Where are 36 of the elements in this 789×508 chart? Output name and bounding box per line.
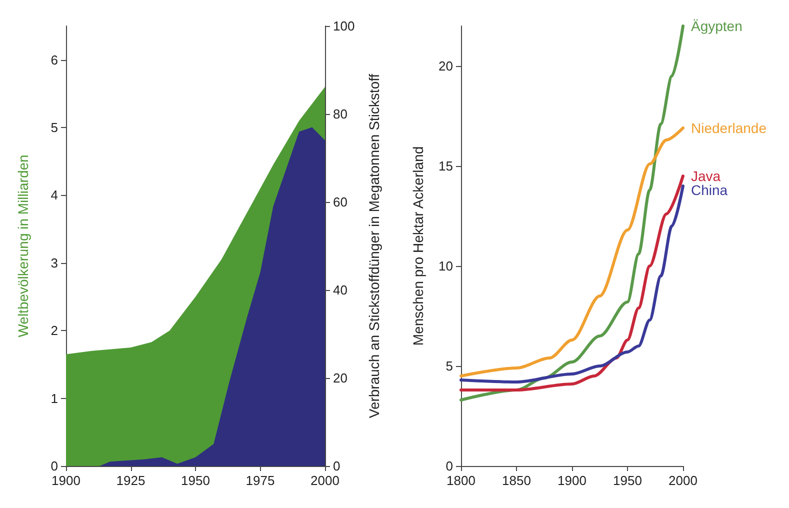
y2-tick-label: 0 bbox=[333, 458, 340, 474]
series-label: Niederlande bbox=[691, 120, 767, 136]
x-tick-label: 2000 bbox=[310, 473, 340, 488]
y-tick-label: 5 bbox=[446, 358, 453, 374]
y-tick-label: 6 bbox=[50, 52, 58, 68]
y-tick-label: 0 bbox=[50, 458, 58, 474]
x-tick-label: 1975 bbox=[246, 473, 275, 488]
y2-axis-title: Verbrauch an Stickstoffdünger in Megatonnen Stickstoff bbox=[366, 74, 382, 418]
y-tick-label: 3 bbox=[50, 255, 58, 270]
y-tick-label: 2 bbox=[50, 323, 58, 338]
y2-tick-label: 80 bbox=[333, 106, 348, 122]
x-tick-label: 1925 bbox=[116, 473, 146, 488]
series-label: China bbox=[691, 182, 728, 198]
y2-tick-label: 20 bbox=[333, 370, 348, 386]
line-series bbox=[460, 126, 684, 378]
x-tick-label: 1950 bbox=[181, 473, 210, 488]
x-tick-label: 1900 bbox=[558, 473, 586, 488]
x-tick-label: 1900 bbox=[52, 473, 80, 488]
y-tick-label: 10 bbox=[438, 258, 453, 274]
x-tick-label: 1850 bbox=[502, 473, 531, 488]
y-tick-label: 20 bbox=[438, 58, 453, 74]
y-axis-title: Weltbevölkerung in Milliarden bbox=[15, 154, 31, 338]
y-tick-label: 4 bbox=[50, 188, 58, 203]
x-tick-label: 2000 bbox=[668, 473, 698, 488]
y-tick-label: 1 bbox=[50, 390, 58, 406]
y-tick-label: 5 bbox=[50, 120, 58, 136]
x-tick-label: 1950 bbox=[613, 473, 642, 488]
series-label: Ägypten bbox=[691, 18, 742, 34]
y2-tick-label: 60 bbox=[333, 194, 348, 210]
x-tick-label: 1800 bbox=[446, 473, 476, 488]
y2-tick-label: 100 bbox=[333, 18, 355, 34]
y-axis-title: Menschen pro Hektar Ackerland bbox=[410, 146, 426, 346]
series-label: Java bbox=[691, 168, 721, 184]
y-tick-label: 15 bbox=[438, 158, 453, 174]
y2-tick-label: 40 bbox=[333, 282, 348, 298]
y-tick-label: 0 bbox=[446, 458, 453, 474]
